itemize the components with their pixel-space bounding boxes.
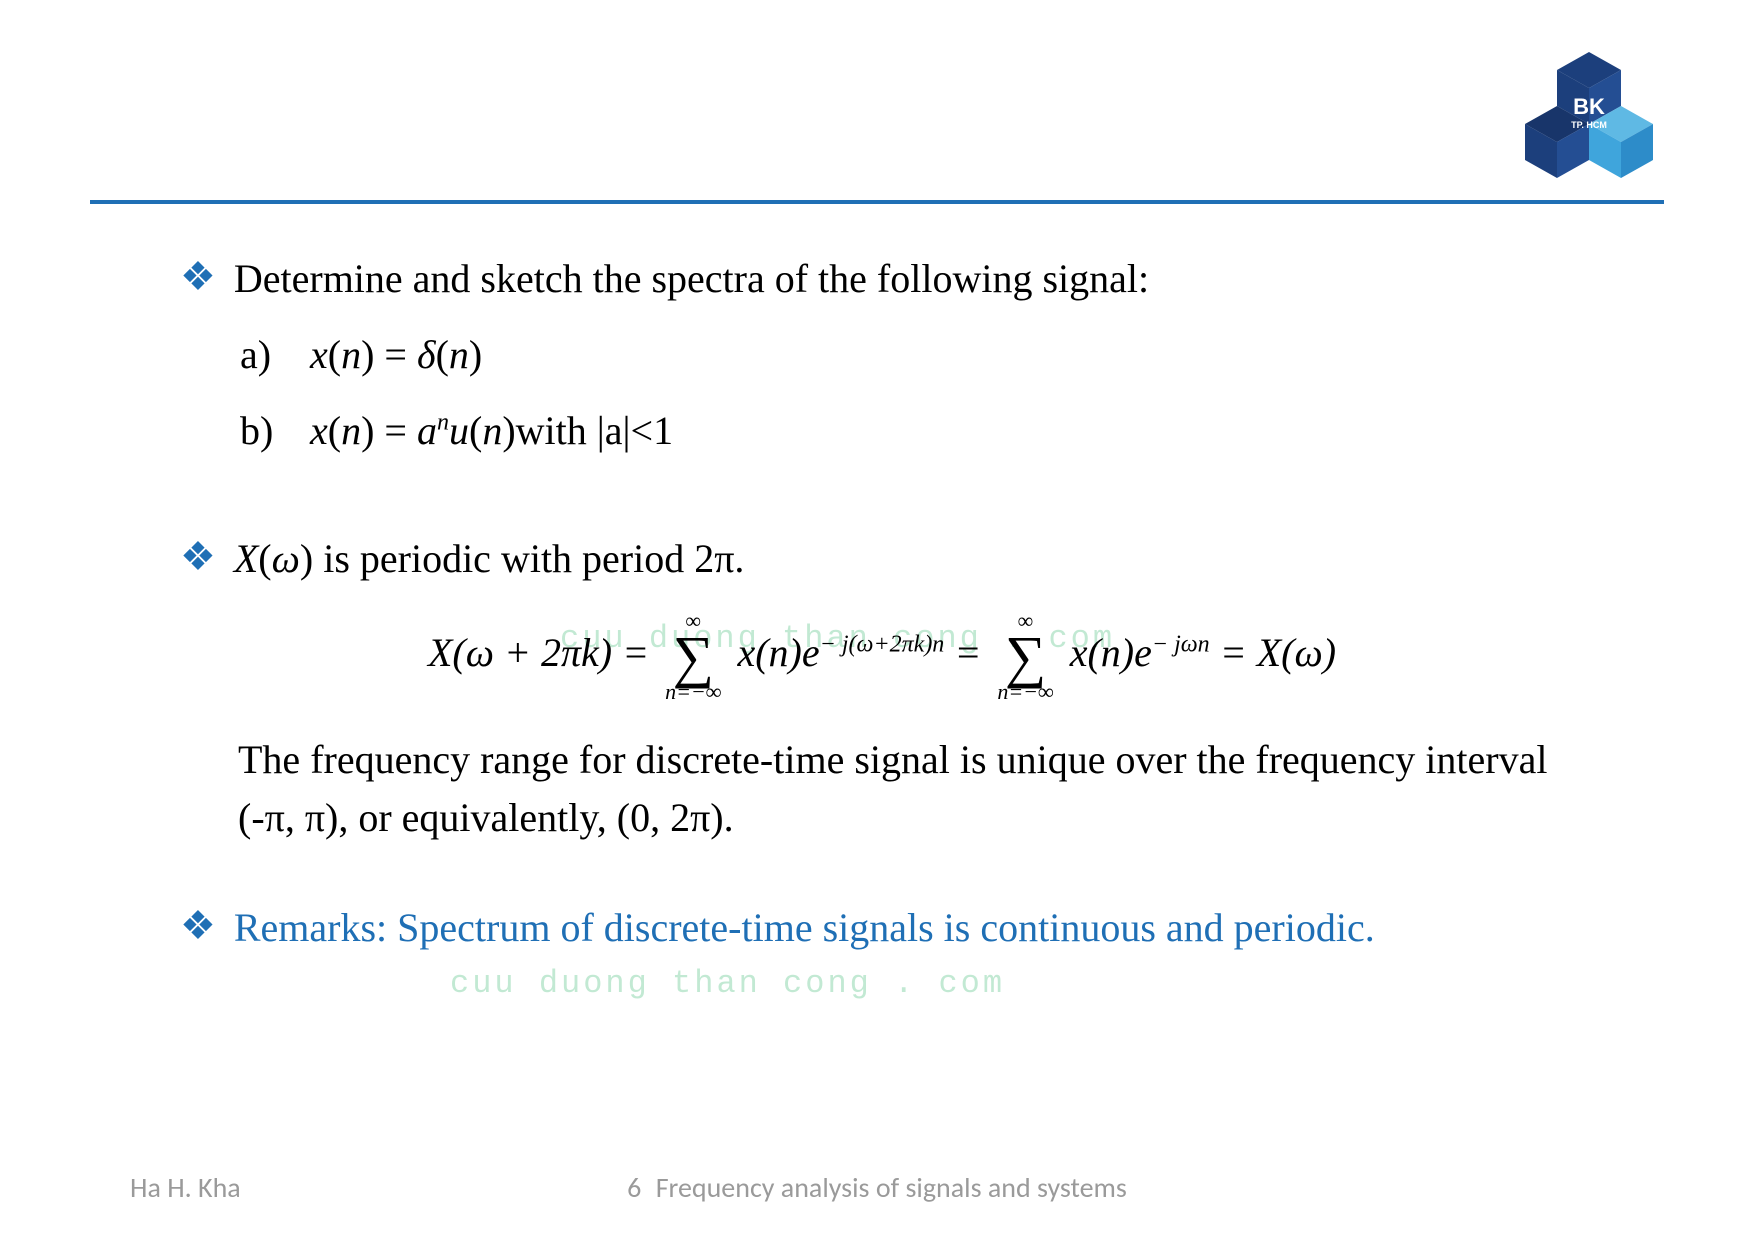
header-divider (90, 200, 1664, 204)
eq-term1: x(n)e− j(ω+2πk)n (737, 630, 944, 675)
sub-math-a-text: x(n) = δ(n) (310, 332, 482, 377)
footer-title: Frequency analysis of signals and system… (656, 1170, 1127, 1205)
bullet-3: ❖ Remarks: Spectrum of discrete-time sig… (180, 899, 1584, 957)
eq-term2: x(n)e− jωn (1070, 630, 1210, 675)
bullet-1-text: Determine and sketch the spectra of the … (234, 250, 1149, 308)
eq-exp2: − jωn (1152, 632, 1210, 658)
logo-text-top: BK (1573, 94, 1605, 119)
sigma-icon: ∑ (997, 632, 1053, 681)
eq-eq1: = (954, 630, 991, 675)
bullet-3-text: Remarks: Spectrum of discrete-time signa… (234, 899, 1375, 957)
bullet-2-math: X(ω) (234, 536, 313, 581)
logo-bk: BK TP. HCM (1519, 50, 1659, 195)
sigma-1: ∞ ∑ n=−∞ (665, 610, 721, 703)
sigma-1-bot: n=−∞ (665, 681, 721, 703)
sub-b-condition: with |a|<1 (516, 402, 673, 460)
sub-label-b: b) (240, 402, 310, 460)
sub-label-a: a) (240, 326, 310, 384)
eq-lhs: X(ω + 2πk) = (428, 630, 659, 675)
eq-exp1: − j(ω+2πk)n (820, 632, 945, 658)
sub-item-b: b) x(n) = anu(n) with |a|<1 (240, 402, 1584, 460)
bullet-1: ❖ Determine and sketch the spectra of th… (180, 250, 1584, 308)
sub-math-b: x(n) = anu(n) (310, 402, 516, 460)
diamond-icon: ❖ (180, 250, 216, 304)
body-paragraph: The frequency range for discrete-time si… (238, 731, 1584, 847)
sigma-2-bot: n=−∞ (997, 681, 1053, 703)
footer-page-number: 6 (627, 1170, 641, 1205)
bullet-2-rest: is periodic with period 2π. (323, 536, 744, 581)
equation-block: X(ω + 2πk) = ∞ ∑ n=−∞ x(n)e− j(ω+2πk)n =… (180, 610, 1584, 703)
bullet-2-text: X(ω) is periodic with period 2π. (234, 530, 745, 588)
bullet-2: ❖ X(ω) is periodic with period 2π. (180, 530, 1584, 588)
eq-rhs: = X(ω) (1220, 630, 1336, 675)
logo-text-bottom: TP. HCM (1571, 120, 1607, 130)
diamond-icon: ❖ (180, 530, 216, 584)
footer-center: 6 Frequency analysis of signals and syst… (0, 1170, 1754, 1205)
exp-n: n (437, 410, 449, 436)
sigma-2: ∞ ∑ n=−∞ (997, 610, 1053, 703)
sigma-icon: ∑ (665, 632, 721, 681)
diamond-icon: ❖ (180, 899, 216, 953)
sub-item-a: a) x(n) = δ(n) (240, 326, 1584, 384)
slide-content: ❖ Determine and sketch the spectra of th… (180, 250, 1584, 975)
sub-math-a: x(n) = δ(n) (310, 326, 482, 384)
sub-list: a) x(n) = δ(n) b) x(n) = anu(n) with |a|… (240, 326, 1584, 460)
